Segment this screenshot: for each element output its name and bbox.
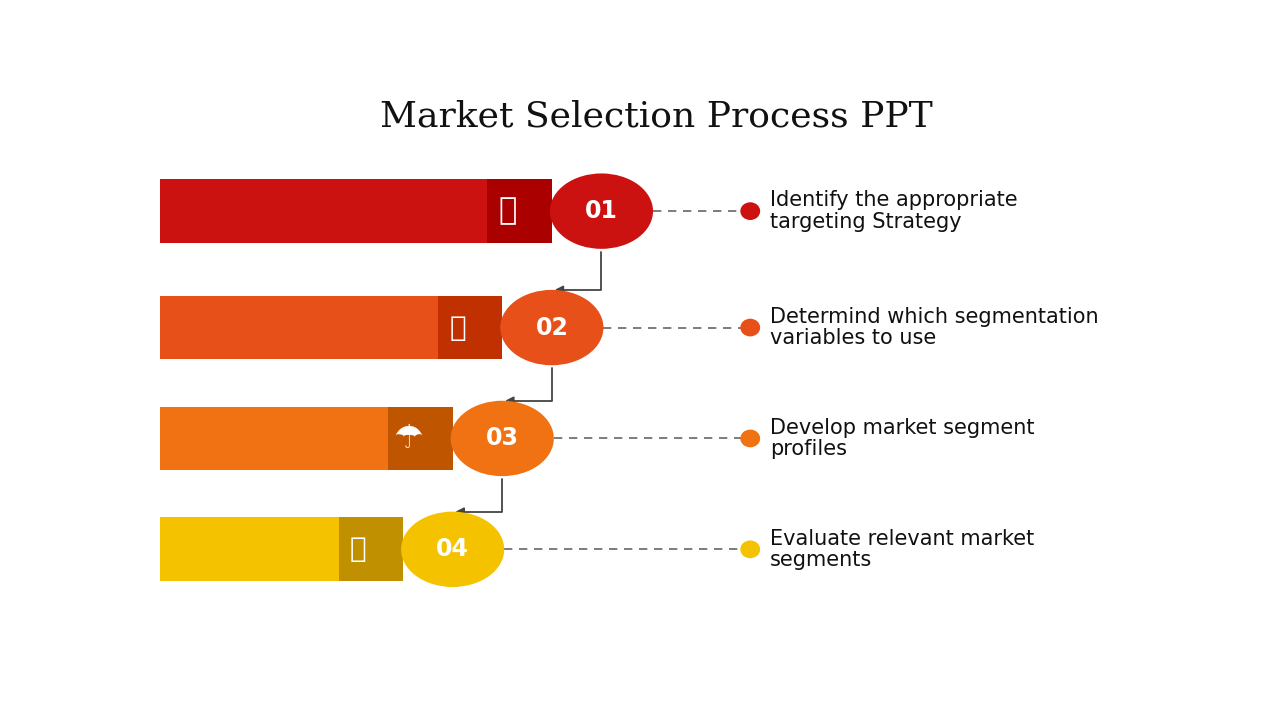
Text: ☂: ☂ — [393, 422, 422, 455]
Text: 📆: 📆 — [351, 536, 366, 563]
FancyBboxPatch shape — [388, 407, 453, 470]
FancyBboxPatch shape — [160, 407, 453, 470]
Text: 02: 02 — [535, 315, 568, 340]
Text: targeting Strategy: targeting Strategy — [771, 212, 961, 232]
Text: Evaluate relevant market: Evaluate relevant market — [771, 528, 1034, 549]
FancyBboxPatch shape — [160, 518, 403, 581]
FancyBboxPatch shape — [160, 179, 552, 243]
Text: Develop market segment: Develop market segment — [771, 418, 1034, 438]
Ellipse shape — [451, 401, 554, 476]
Text: 💡: 💡 — [498, 197, 516, 225]
Ellipse shape — [740, 541, 760, 558]
Ellipse shape — [401, 512, 504, 587]
FancyBboxPatch shape — [160, 296, 502, 359]
Ellipse shape — [550, 174, 653, 249]
Text: 04: 04 — [436, 537, 468, 562]
Text: Determind which segmentation: Determind which segmentation — [771, 307, 1098, 327]
Text: variables to use: variables to use — [771, 328, 937, 348]
Text: segments: segments — [771, 550, 873, 570]
Ellipse shape — [500, 290, 603, 365]
Text: Identify the appropriate: Identify the appropriate — [771, 191, 1018, 210]
Ellipse shape — [740, 319, 760, 336]
Ellipse shape — [740, 202, 760, 220]
Text: 01: 01 — [585, 199, 618, 223]
FancyBboxPatch shape — [438, 296, 502, 359]
Text: Market Selection Process PPT: Market Selection Process PPT — [380, 100, 932, 134]
FancyBboxPatch shape — [488, 179, 552, 243]
Text: 📈: 📈 — [449, 314, 466, 341]
Ellipse shape — [740, 430, 760, 447]
Text: profiles: profiles — [771, 439, 847, 459]
FancyBboxPatch shape — [338, 518, 403, 581]
Text: 03: 03 — [485, 426, 518, 451]
